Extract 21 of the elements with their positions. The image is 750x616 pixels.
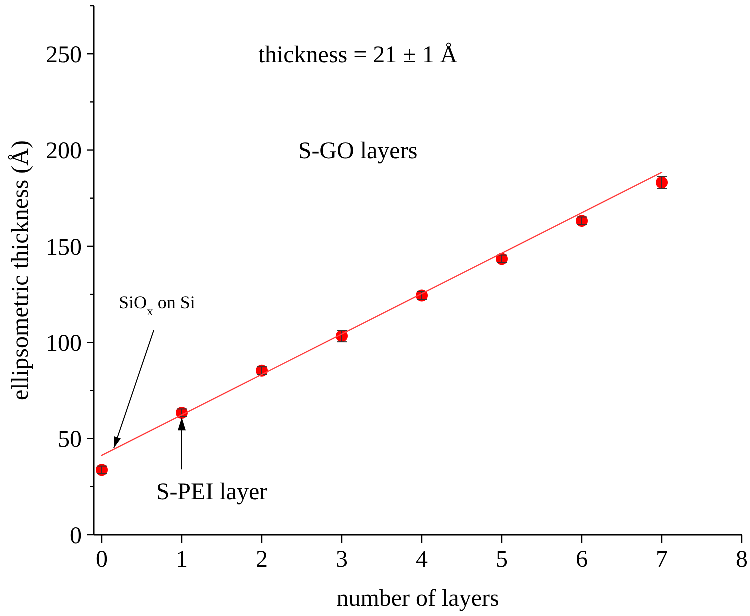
x-tick-label: 1 [176, 547, 188, 573]
x-axis-title: number of layers [336, 586, 500, 612]
y-tick-label: 150 [46, 234, 82, 261]
x-tick-label: 5 [496, 547, 508, 573]
x-tick-label: 7 [656, 547, 668, 573]
y-axis-title: ellipsometric thickness (Å) [8, 140, 34, 400]
x-tick-label: 6 [576, 547, 588, 573]
y-tick-label: 50 [58, 427, 82, 454]
x-tick-label: 3 [336, 547, 348, 573]
x-tick-label: 8 [736, 547, 748, 573]
y-tick-label: 100 [46, 331, 82, 358]
y-tick-label: 250 [46, 42, 82, 68]
annotation: thickness = 21 ± 1 Å [258, 42, 458, 68]
x-tick-label: 4 [416, 547, 428, 573]
x-tick-label: 2 [256, 547, 268, 573]
y-tick-label: 0 [70, 523, 82, 550]
annotation: SiO$_{x}$ on Si [119, 292, 196, 318]
y-tick-label: 200 [46, 138, 82, 165]
annotation: S-PEI layer [156, 480, 268, 506]
annotation: S-GO layers [298, 138, 418, 165]
x-tick-label: 0 [96, 547, 108, 573]
